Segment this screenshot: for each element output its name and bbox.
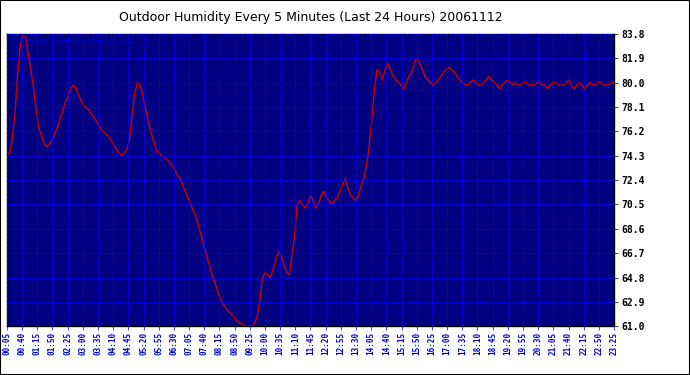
Text: Copyright 2006 Cartronics.com: Copyright 2006 Cartronics.com — [10, 38, 133, 44]
Text: Outdoor Humidity Every 5 Minutes (Last 24 Hours) 20061112: Outdoor Humidity Every 5 Minutes (Last 2… — [119, 11, 502, 24]
